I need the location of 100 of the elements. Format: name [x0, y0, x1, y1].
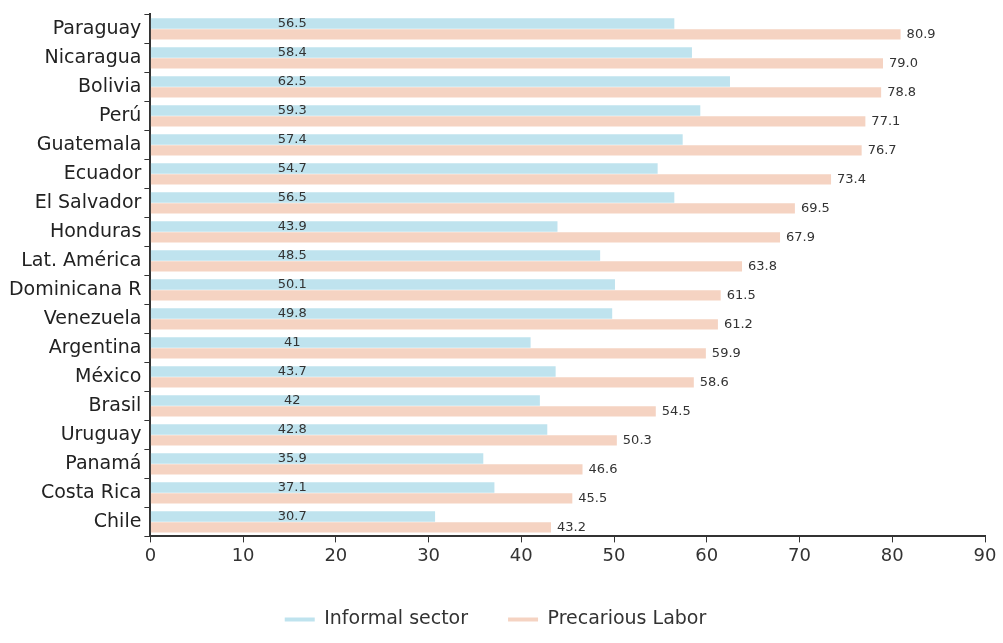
bar [150, 47, 692, 58]
x-tick-label: 40 [509, 543, 533, 565]
bar [150, 493, 573, 504]
data-label: 58.6 [699, 373, 729, 389]
data-label: 43.2 [557, 518, 586, 534]
bar [150, 221, 558, 232]
y-tick-label: Brasil [88, 392, 142, 415]
bar [150, 145, 862, 156]
bar [150, 424, 548, 435]
data-label: 63.8 [748, 257, 777, 273]
bar [150, 308, 613, 319]
data-label: 69.5 [800, 199, 830, 215]
data-label: 42.8 [277, 420, 307, 436]
bar [150, 511, 436, 522]
y-tick-label: Venezuela [43, 305, 142, 328]
data-label: 43.7 [277, 362, 307, 378]
bar [150, 395, 540, 406]
y-tick-label: México [75, 363, 142, 386]
data-label: 56.5 [277, 14, 307, 30]
y-tick-label: Paraguay [52, 15, 142, 38]
x-tick-label: 90 [973, 543, 997, 565]
y-tick-label: Panamá [65, 450, 142, 473]
bar [150, 337, 531, 348]
data-label: 77.1 [871, 112, 901, 128]
bar [150, 232, 781, 243]
bar [150, 464, 583, 475]
bar [150, 29, 901, 40]
bar [150, 453, 484, 464]
x-tick-label: 10 [231, 543, 255, 565]
y-tick-label: Guatemala [36, 131, 142, 154]
data-label: 42 [283, 391, 301, 407]
bar [150, 134, 683, 145]
bar [150, 87, 882, 98]
bar [150, 366, 556, 377]
y-tick-label: Bolivia [77, 73, 142, 96]
data-label: 49.8 [277, 304, 307, 320]
data-label: 30.7 [277, 507, 307, 523]
data-label: 73.4 [837, 170, 867, 186]
y-tick-label: Honduras [49, 218, 142, 241]
data-label: 37.1 [277, 478, 307, 494]
data-label: 46.6 [588, 460, 618, 476]
data-label: 43.9 [277, 217, 307, 233]
x-tick-label: 0 [144, 543, 157, 565]
data-label: 41 [283, 333, 301, 349]
bar [150, 105, 701, 116]
y-tick-label: Argentina [48, 334, 142, 357]
x-tick-label: 30 [417, 543, 441, 565]
bar [150, 163, 658, 174]
y-tick-label: Uruguay [60, 421, 142, 444]
data-label: 59.3 [277, 101, 307, 117]
x-tick-label: 60 [695, 543, 719, 565]
data-label: 59.9 [711, 344, 741, 360]
data-label: 54.5 [661, 402, 691, 418]
data-label: 76.7 [867, 141, 897, 157]
bar [150, 290, 721, 301]
legend-label: Informal sector [324, 606, 469, 629]
bar [150, 319, 718, 330]
bar [150, 522, 551, 533]
data-label: 79.0 [888, 54, 918, 70]
data-label: 35.9 [277, 449, 307, 465]
y-tick-label: Costa Rica [40, 479, 142, 502]
y-tick-label: Dominicana R [8, 276, 142, 299]
legend-label: Precarious Labor [547, 606, 707, 629]
data-label: 45.5 [578, 489, 608, 505]
data-label: 58.4 [277, 43, 307, 59]
bar [150, 18, 675, 29]
data-label: 50.3 [622, 431, 652, 447]
data-label: 48.5 [277, 246, 307, 262]
data-label: 57.4 [277, 130, 307, 146]
y-tick-label: Nicaragua [44, 44, 142, 67]
data-label: 78.8 [887, 83, 917, 99]
data-label: 50.1 [277, 275, 307, 291]
y-tick-label: Chile [93, 508, 142, 531]
bar [150, 261, 743, 272]
bar [150, 250, 601, 261]
bar [150, 406, 656, 417]
bar [150, 435, 617, 446]
data-label: 62.5 [277, 72, 307, 88]
bar [150, 76, 730, 87]
bar [150, 116, 866, 127]
bar [150, 192, 675, 203]
x-tick-label: 50 [602, 543, 626, 565]
data-label: 56.5 [277, 188, 307, 204]
x-tick-label: 80 [880, 543, 904, 565]
data-label: 67.9 [786, 228, 816, 244]
bar [150, 279, 615, 290]
bar [150, 174, 832, 185]
y-tick-label: El Salvador [34, 189, 142, 212]
y-tick-label: Ecuador [63, 160, 142, 183]
x-tick-label: 20 [324, 543, 348, 565]
data-label: 80.9 [906, 25, 936, 41]
bar [150, 482, 495, 493]
x-tick-label: 70 [788, 543, 811, 565]
bar [150, 203, 795, 214]
y-tick-label: Lat. América [21, 247, 142, 270]
data-label: 61.2 [723, 315, 753, 331]
y-tick-label: Perú [99, 102, 142, 125]
data-label: 54.7 [277, 159, 307, 175]
data-label: 61.5 [726, 286, 756, 302]
bar [150, 58, 883, 69]
